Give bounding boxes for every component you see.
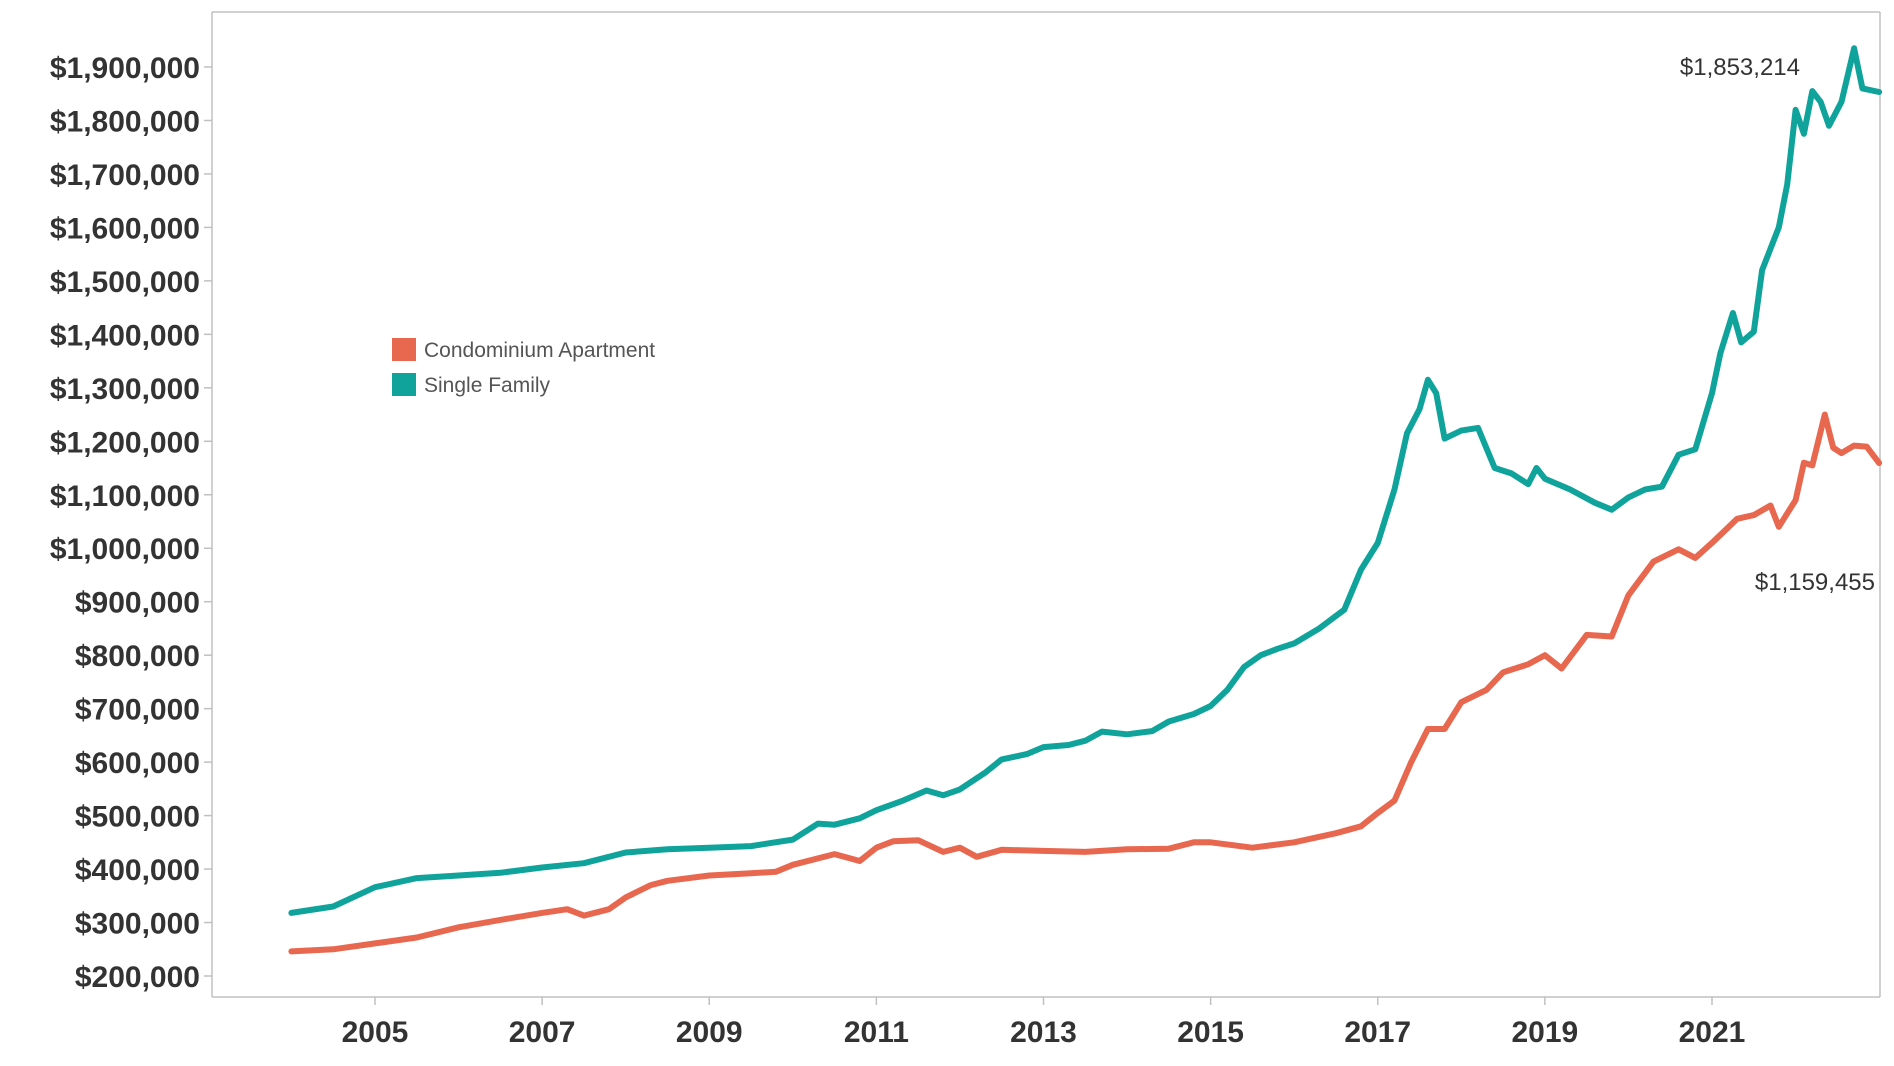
x-tick-label: 2019 [1512,1016,1579,1049]
y-tick-label: $1,100,000 [50,480,200,513]
x-tick-label: 2015 [1177,1016,1244,1049]
y-tick-label: $400,000 [75,854,200,887]
y-tick-label: $900,000 [75,587,200,620]
y-tick-label: $1,000,000 [50,533,200,566]
legend-label-single-family: Single Family [424,374,551,397]
series-layer [288,45,1883,955]
end-label-single-family: $1,853,214 [1680,54,1800,81]
x-tick-label: 2007 [509,1016,576,1049]
y-tick-label: $800,000 [75,640,200,673]
y-tick-label: $1,500,000 [50,266,200,299]
x-tick-label: 2017 [1344,1016,1411,1049]
y-tick-label: $1,800,000 [50,105,200,138]
y-tick-label: $1,300,000 [50,373,200,406]
x-tick-label: 2011 [844,1016,909,1049]
y-tick-label: $500,000 [75,801,200,834]
legend-swatch-single-family [392,373,416,396]
y-axis-ticks: $200,000 $300,000 $400,000 $500,000 $600,000… [50,52,212,994]
x-axis-ticks: 2005 2007 2009 2011 2013 2015 2017 2019 2021 [342,997,1746,1049]
y-tick-label: $700,000 [75,694,200,727]
y-tick-label: $600,000 [75,747,200,780]
series-line-condominium [288,411,1883,955]
y-tick-label: $1,900,000 [50,52,200,85]
x-tick-label: 2021 [1679,1016,1746,1049]
legend: Condominium Apartment Single Family [392,338,655,397]
y-tick-label: $1,400,000 [50,319,200,352]
x-tick-label: 2009 [676,1016,743,1049]
y-tick-label: $300,000 [75,908,200,941]
series-line-single-family [288,45,1883,916]
y-tick-label: $200,000 [75,961,200,994]
y-tick-label: $1,600,000 [50,212,200,245]
axes [211,11,1881,998]
legend-swatch-condominium [392,338,416,361]
end-label-condominium: $1,159,455 [1755,569,1875,596]
legend-label-condominium: Condominium Apartment [424,339,655,362]
x-tick-label: 2013 [1010,1016,1077,1049]
y-tick-label: $1,700,000 [50,159,200,192]
y-tick-label: $1,200,000 [50,426,200,459]
x-tick-label: 2005 [342,1016,409,1049]
